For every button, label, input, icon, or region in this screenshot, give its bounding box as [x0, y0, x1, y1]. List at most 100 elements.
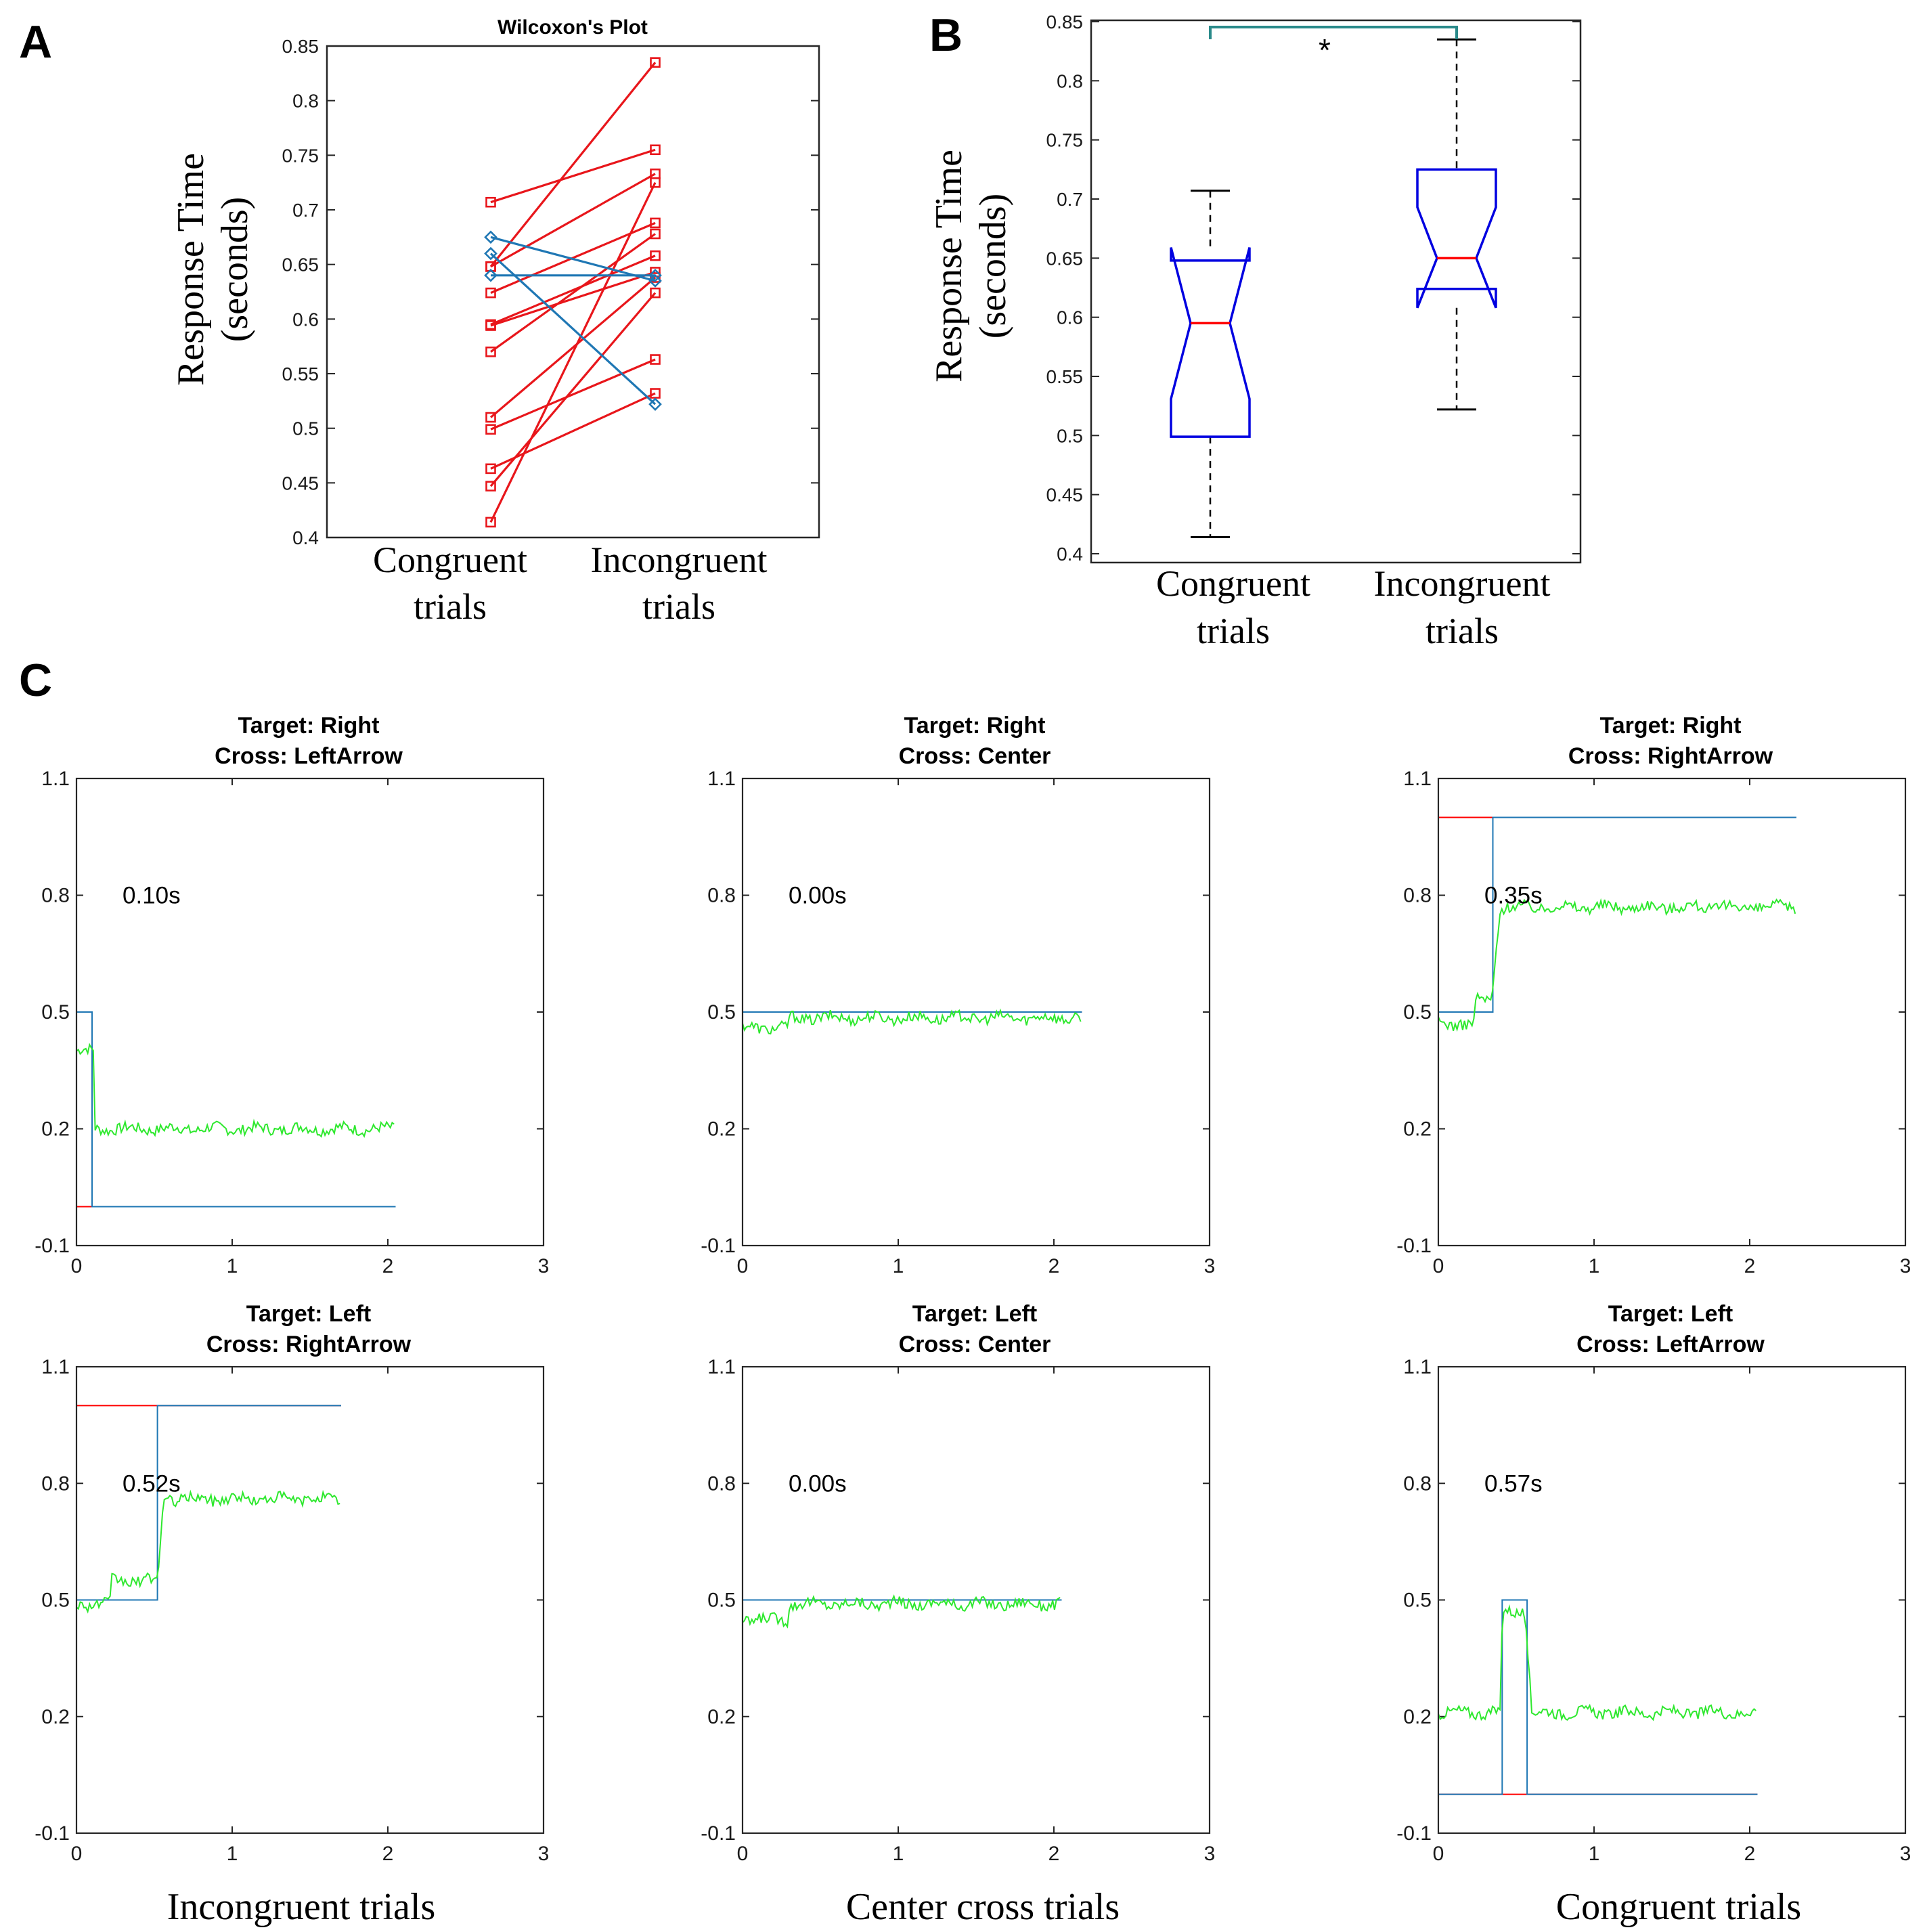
panel-a-pair-line-7: [490, 358, 656, 431]
panel-a-point-10-0: [485, 517, 496, 528]
ytick-label: -0.1: [1396, 1822, 1432, 1845]
ytick-label: -0.1: [35, 1235, 70, 1257]
panel-a-point-2-0: [485, 287, 496, 299]
latency-label: 0.10s: [123, 883, 181, 909]
panel-a-pair-line-0: [490, 148, 656, 204]
panel-c-subplot-1: Target: Right Cross: Center -0.1 0.2 0.5 0.8 1…: [701, 713, 1215, 1277]
panel-a-point-11-1: [650, 57, 661, 68]
ytick-label: 0.2: [1403, 1706, 1432, 1728]
panel-a-ytick-label: 0.8: [292, 91, 319, 112]
response-trace: [1438, 1604, 1756, 1721]
ytick-label: 0.2: [707, 1706, 736, 1728]
xtick-label: 3: [1900, 1255, 1911, 1277]
panel-c-column-labels: Incongruent trials Center cross trials C…: [167, 1886, 1801, 1928]
panel-a-point-4-0: [485, 320, 496, 331]
ytick-label: 0.5: [1403, 1001, 1432, 1024]
panel-a-pair-line-13: [489, 253, 657, 405]
latency-label: 0.00s: [789, 1470, 847, 1497]
xtick-label: 2: [1048, 1843, 1060, 1865]
ytick-label: 1.1: [1403, 1356, 1432, 1378]
latency-label: 0.00s: [789, 883, 847, 909]
ytick-label: -0.1: [35, 1822, 70, 1845]
significance-bracket: [1209, 26, 1458, 39]
panel-a-point-12-0: [484, 230, 498, 244]
panel-a-ytick-label: 0.5: [292, 418, 319, 439]
ytick-label: 0.5: [1403, 1589, 1432, 1612]
axes-box: [1437, 1365, 1907, 1835]
axes-box: [75, 777, 545, 1247]
panel-a-pair-line-6: [489, 276, 657, 418]
panel-b-x-labels: Congruent trials Incongruent trials: [1156, 563, 1550, 651]
response-trace: [76, 1042, 395, 1138]
panel-b-ytick-label: 0.45: [1046, 485, 1084, 506]
panel-c-trial-traces: Target: Right Cross: LeftArrow -0.1 0.2 0.5 0…: [35, 713, 1911, 1865]
panel-b-xlabel-incongruent-2: trials: [1425, 611, 1499, 651]
subplot-title-cross: Cross: RightArrow: [206, 1332, 412, 1357]
panel-a-point-6-0: [485, 412, 496, 423]
ytick-label: 1.1: [707, 768, 736, 790]
panel-c-subplot-5: Target: Left Cross: LeftArrow -0.1 0.2 0.5 0.…: [1396, 1301, 1911, 1865]
panel-a-point-9-1: [650, 287, 661, 299]
panel-a-x-labels: Congruent trials Incongruent trials: [373, 540, 767, 627]
panel-a-point-5-1: [650, 228, 661, 240]
panel-b-ytick-label: 0.8: [1057, 70, 1083, 91]
xtick-label: 0: [1433, 1255, 1444, 1277]
panel-a-point-9-0: [485, 481, 496, 491]
panel-a-point-10-1: [650, 177, 661, 188]
panel-a-xlabel-incongruent-2: trials: [642, 586, 715, 627]
panel-c-subplot-2: Target: Right Cross: RightArrow -0.1 0.2 0.5…: [1396, 713, 1911, 1277]
panel-b-ytick-label: 0.5: [1057, 425, 1083, 446]
xtick-label: 3: [538, 1255, 550, 1277]
panel-a-xlabel-incongruent-1: Incongruent: [591, 540, 768, 580]
panel-a-point-3-1: [650, 250, 661, 261]
xtick-label: 0: [737, 1843, 749, 1865]
ytick-label: 0.5: [41, 1589, 70, 1612]
ytick-label: 0.8: [41, 1472, 70, 1495]
ytick-label: 0.8: [1403, 1472, 1432, 1495]
panel-b-ylabel: Response Time (seconds): [928, 150, 1014, 382]
xtick-label: 1: [227, 1255, 238, 1277]
panel-b-xlabel-congruent-1: Congruent: [1156, 563, 1310, 604]
ytick-label: 0.8: [707, 1472, 736, 1495]
subplot-title-target: Target: Right: [904, 713, 1045, 739]
panel-label-a: A: [19, 16, 52, 68]
ytick-label: 0.2: [707, 1118, 736, 1141]
panel-a-pair-line-12: [490, 236, 656, 282]
cross-position-line: [1438, 1599, 1758, 1795]
panel-c-subplot-3: Target: Left Cross: RightArrow -0.1 0.2 0.5 0…: [35, 1301, 549, 1865]
panel-a-point-8-0: [485, 463, 496, 475]
panel-b-ytick-label: 0.65: [1046, 248, 1084, 269]
ytick-label: 1.1: [41, 1356, 70, 1378]
panel-a-pair-line-3: [490, 255, 656, 326]
panel-a-ytick-label: 0.75: [282, 145, 319, 166]
ytick-label: 0.2: [1403, 1118, 1432, 1141]
ytick-label: 0.5: [707, 1589, 736, 1612]
subplot-title-cross: Cross: LeftArrow: [1576, 1332, 1765, 1357]
panel-a-pair-line-1: [490, 173, 656, 268]
xtick-label: 1: [1589, 1843, 1600, 1865]
subplot-title-cross: Cross: LeftArrow: [215, 743, 403, 769]
panel-a-title: Wilcoxon's Plot: [498, 16, 648, 39]
xtick-label: 2: [1744, 1255, 1756, 1277]
panel-a-xlabel-congruent-2: trials: [414, 586, 487, 627]
response-trace: [1438, 898, 1796, 1032]
panel-a-ytick-label: 0.7: [292, 200, 319, 221]
response-trace: [742, 1008, 1082, 1035]
panel-b-y-axis: 0.4 0.45 0.5 0.55 0.6 0.65 0.7 0.75 0.8 0.85: [1046, 12, 1581, 565]
subplot-title-cross: Cross: Center: [899, 743, 1051, 769]
axes-box: [741, 1365, 1211, 1835]
panel-b-boxplot: Response Time (seconds) 0.40.450.50.550.…: [928, 12, 1582, 651]
panel-label-c: C: [19, 655, 52, 706]
xtick-label: 0: [737, 1255, 749, 1277]
ytick-label: 1.1: [1403, 768, 1432, 790]
panel-a-point-12-1: [648, 274, 662, 288]
subplot-title-target: Target: Left: [1608, 1301, 1733, 1327]
column-label-incongruent: Incongruent trials: [167, 1886, 436, 1928]
panel-b-ytick-label: 0.7: [1057, 189, 1083, 210]
subplot-title-cross: Cross: RightArrow: [1568, 743, 1773, 769]
panel-a-ylabel-line1: Response Time: [170, 153, 212, 386]
xtick-label: 3: [1204, 1255, 1216, 1277]
panel-a-ylabel: Response Time (seconds): [170, 153, 256, 386]
panel-a-ytick-label: 0.55: [282, 364, 319, 385]
latency-label: 0.52s: [123, 1470, 181, 1497]
